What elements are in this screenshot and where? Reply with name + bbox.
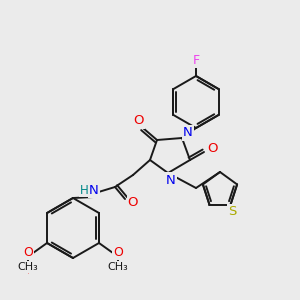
Text: N: N — [166, 173, 176, 187]
Text: CH₃: CH₃ — [108, 262, 128, 272]
Text: N: N — [89, 184, 99, 196]
Text: O: O — [128, 196, 138, 208]
Text: O: O — [134, 115, 144, 128]
Text: F: F — [192, 53, 200, 67]
Text: S: S — [228, 205, 237, 218]
Text: H: H — [80, 184, 88, 196]
Text: CH₃: CH₃ — [18, 262, 38, 272]
Text: O: O — [23, 245, 33, 259]
Text: O: O — [113, 245, 123, 259]
Text: O: O — [208, 142, 218, 155]
Text: N: N — [183, 127, 193, 140]
